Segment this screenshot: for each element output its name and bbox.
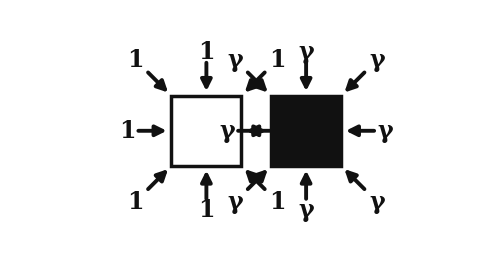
Text: 1: 1 bbox=[277, 119, 293, 143]
Text: γ: γ bbox=[298, 40, 314, 64]
Bar bbox=[172, 96, 242, 166]
Text: γ: γ bbox=[370, 48, 385, 71]
Text: 1: 1 bbox=[270, 48, 286, 71]
Text: γ: γ bbox=[220, 119, 235, 143]
Text: γ: γ bbox=[298, 198, 314, 221]
Text: γ: γ bbox=[377, 119, 392, 143]
Text: 1: 1 bbox=[270, 190, 286, 214]
Text: γ: γ bbox=[227, 48, 242, 71]
Text: 1: 1 bbox=[198, 40, 214, 64]
Text: γ: γ bbox=[227, 190, 242, 214]
Text: γ: γ bbox=[370, 190, 385, 214]
Text: 1: 1 bbox=[120, 119, 136, 143]
Text: 1: 1 bbox=[198, 198, 214, 221]
Bar bbox=[271, 96, 341, 166]
Text: 1: 1 bbox=[127, 48, 144, 71]
Text: 1: 1 bbox=[127, 190, 144, 214]
